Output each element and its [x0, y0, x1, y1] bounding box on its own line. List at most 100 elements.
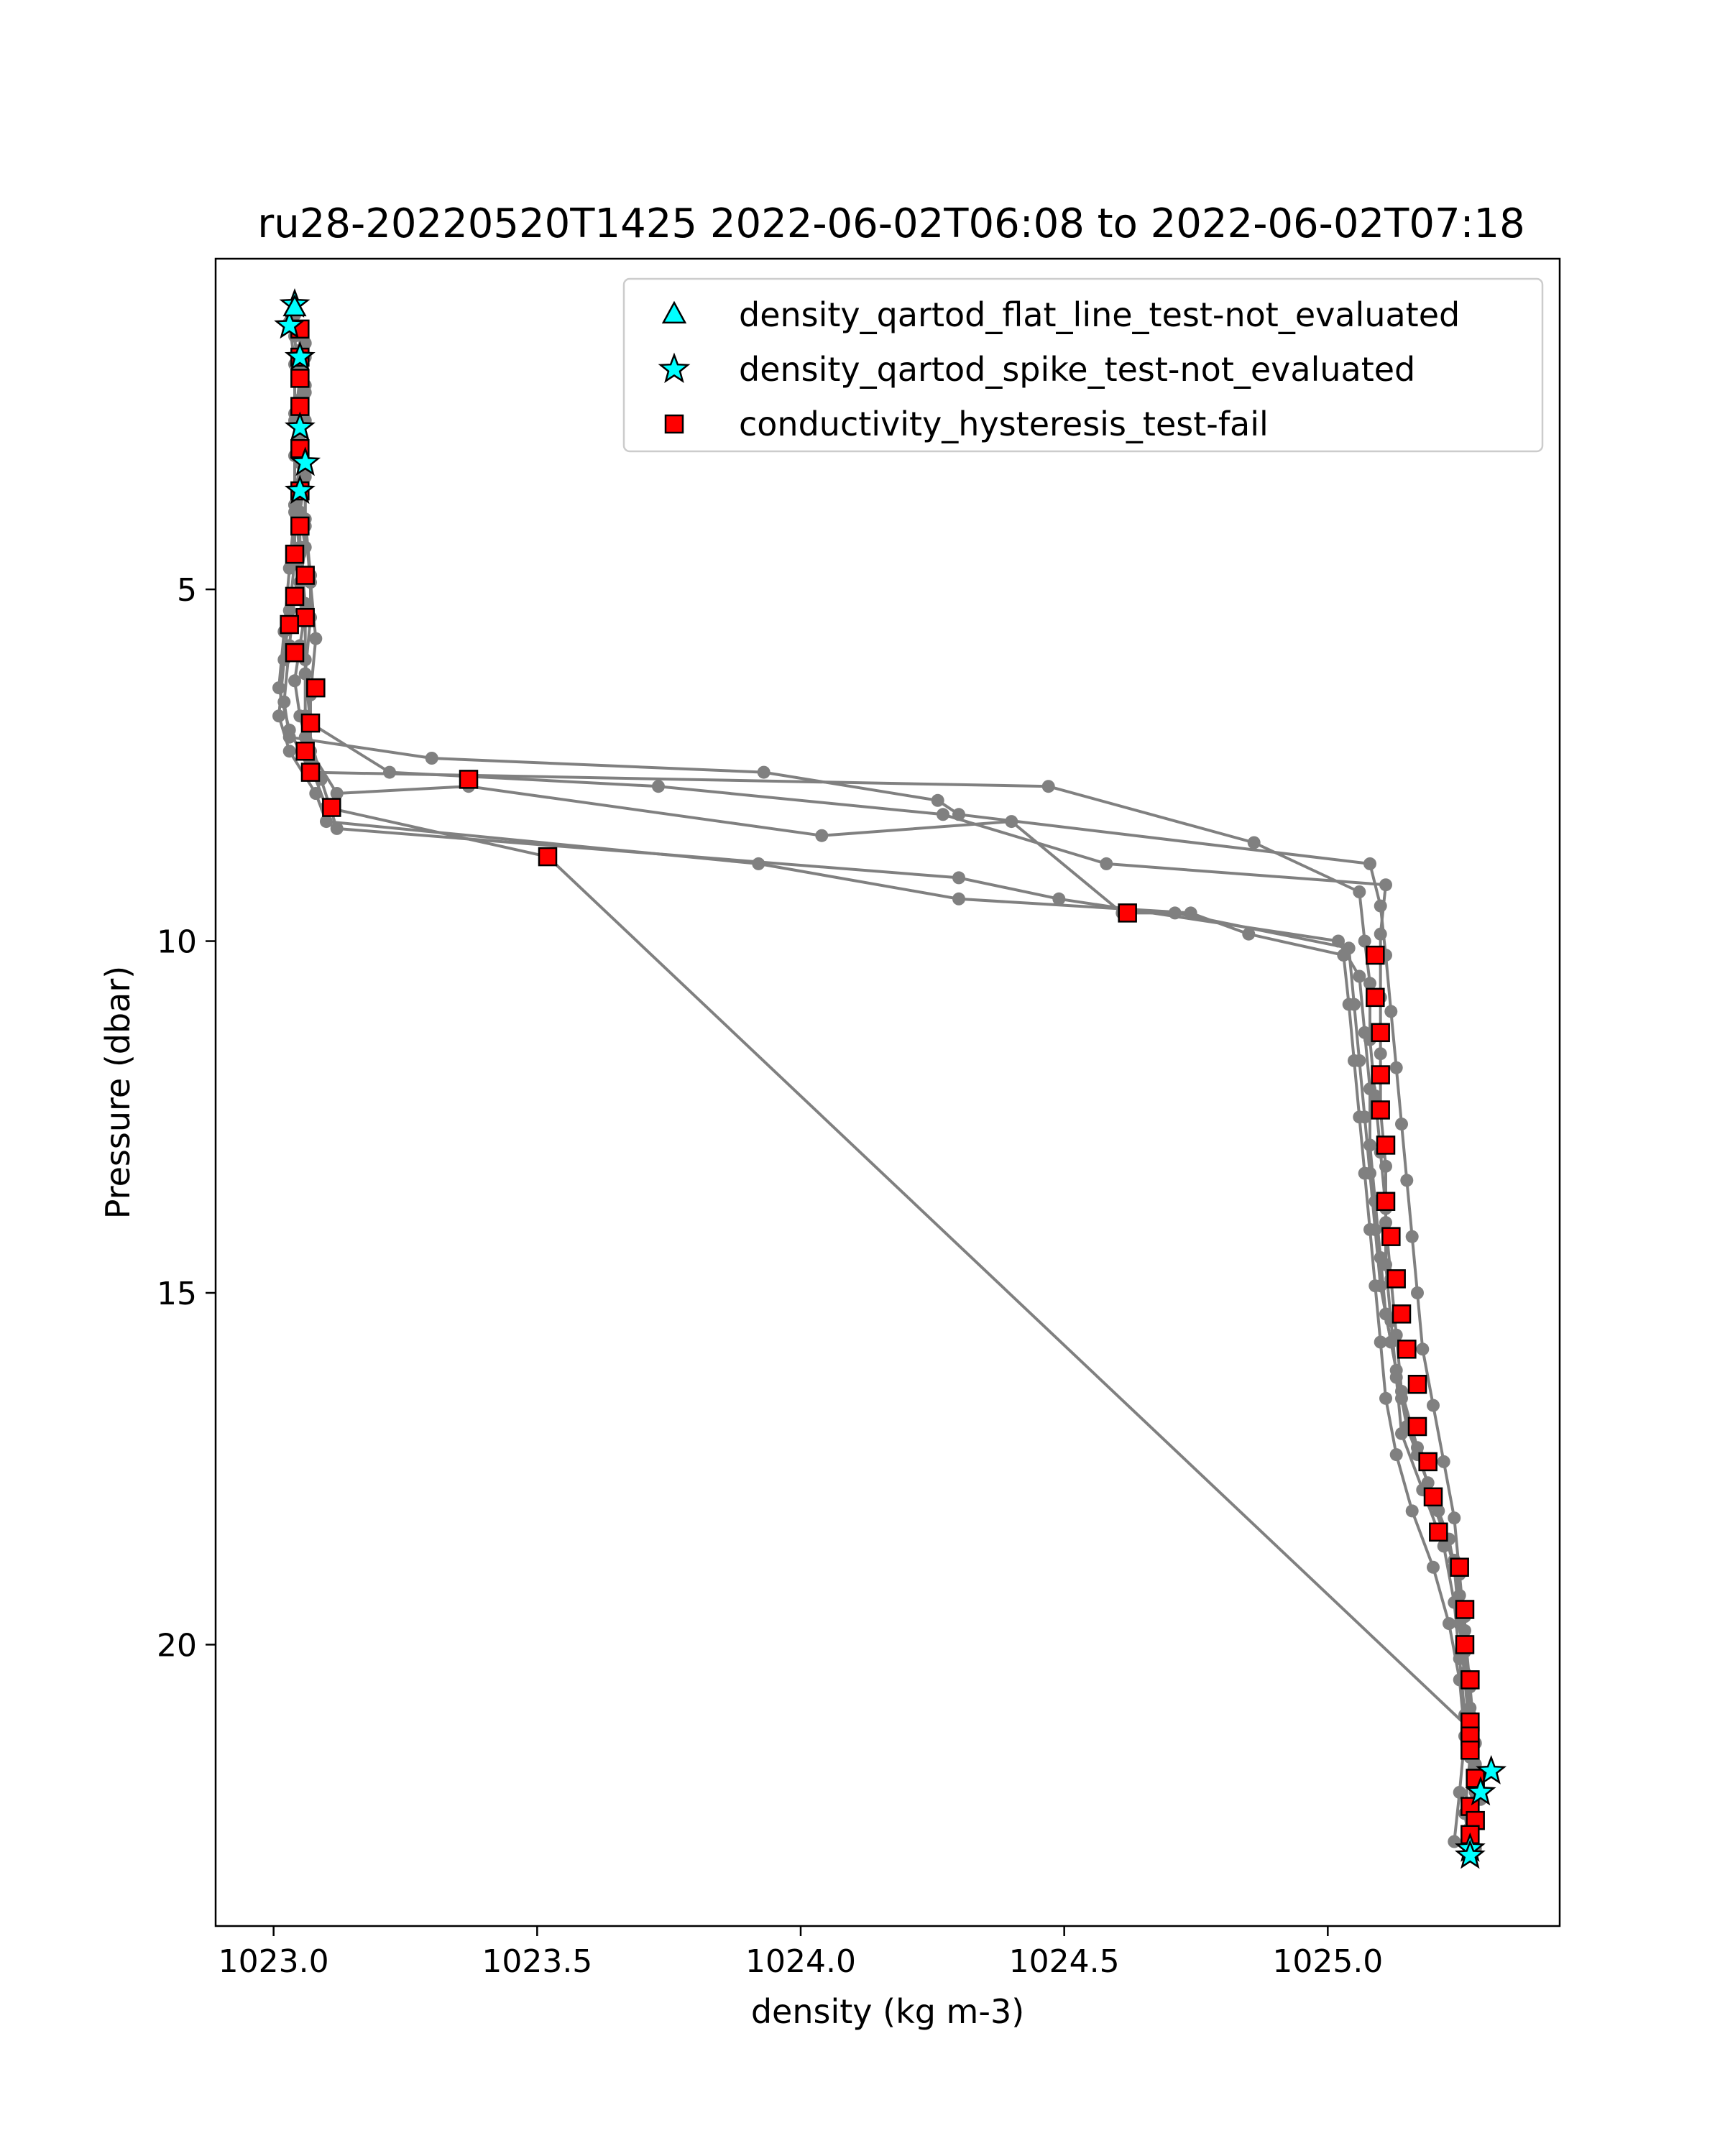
profile-point [952, 892, 965, 906]
star-marker [290, 446, 321, 476]
square-marker [295, 741, 315, 761]
profile-point [1358, 1026, 1371, 1039]
profile-point [1005, 815, 1018, 829]
square-marker [1429, 1522, 1448, 1542]
profile-point [282, 745, 296, 758]
square-marker [459, 770, 479, 789]
square-marker [1371, 1065, 1390, 1084]
profile-point [1448, 1511, 1461, 1525]
legend-entry: density_qartod_spike_test-not_evaluated [658, 350, 1415, 389]
series-triangle [282, 294, 307, 317]
profile-point [1358, 1110, 1371, 1124]
profile-point [1416, 1342, 1430, 1356]
profile-point [1374, 1047, 1387, 1061]
profile-point [1363, 1082, 1376, 1096]
profile-point [1400, 1174, 1414, 1187]
square-marker [295, 566, 315, 585]
profile-point [1363, 1138, 1376, 1152]
square-marker [1460, 1670, 1480, 1690]
square-marker [290, 516, 310, 536]
square-marker [1381, 1227, 1401, 1246]
square-marker [285, 544, 305, 564]
profile-point [1242, 927, 1256, 941]
square-marker [290, 397, 310, 416]
profile-point [383, 765, 396, 779]
square-marker [1371, 1023, 1390, 1043]
profile-point [1358, 934, 1371, 948]
profile-point [757, 765, 770, 779]
profile-point [1363, 977, 1376, 990]
square-marker [1376, 1192, 1396, 1211]
profile-point [1379, 1307, 1392, 1321]
profile-point [330, 821, 344, 835]
profile-point [1405, 1504, 1419, 1518]
square-marker [1376, 1135, 1396, 1155]
profile-point [1427, 1560, 1440, 1574]
y-tick-label: 15 [157, 1276, 197, 1312]
profile-point [1405, 1230, 1419, 1243]
square-marker [1423, 1487, 1443, 1507]
profile-point [1374, 1279, 1387, 1293]
square-marker [285, 642, 305, 663]
profile-point [1374, 1335, 1387, 1349]
legend-entry: conductivity_hysteresis_test-fail [664, 405, 1269, 443]
legend-triangle-icon [661, 300, 687, 324]
star-marker [284, 411, 316, 441]
square-marker [1386, 1269, 1406, 1289]
x-axis-label: density (kg m-3) [751, 1992, 1024, 2031]
profile-point [1463, 1701, 1477, 1715]
profile-point [330, 787, 344, 800]
square-marker [1392, 1304, 1412, 1324]
profile-point [937, 808, 949, 821]
profile-point [1353, 885, 1366, 898]
profile-point [752, 857, 765, 870]
profile-point [1332, 934, 1345, 948]
y-tick-label: 5 [177, 572, 197, 609]
legend-entry: density_qartod_flat_line_test-not_evalua… [661, 295, 1460, 334]
profile-point [1374, 1251, 1387, 1264]
profile-point [1437, 1455, 1450, 1468]
x-tick-label: 1023.5 [482, 1943, 592, 1980]
profile-point [1353, 1054, 1366, 1067]
profile-point [1389, 1061, 1403, 1074]
profile-point [272, 709, 285, 723]
star-marker [1465, 1776, 1496, 1806]
y-axis: 5 10 15 20 [157, 572, 216, 1664]
profile-point [1363, 857, 1376, 870]
star-marker [1454, 1839, 1486, 1869]
square-marker [1455, 1600, 1475, 1619]
profile-point [1443, 1617, 1455, 1631]
y-axis-label: Pressure (dbar) [98, 966, 137, 1219]
x-tick-label: 1023.0 [218, 1943, 329, 1980]
profile-point [1395, 1118, 1408, 1131]
profile-point [1247, 836, 1261, 849]
plot-area [272, 288, 1507, 1869]
square-marker [1455, 1635, 1475, 1654]
profile-point [652, 780, 665, 793]
x-tick-label: 1024.5 [1009, 1943, 1120, 1980]
y-tick-label: 10 [157, 924, 197, 961]
square-marker [1397, 1340, 1417, 1359]
profile-point [1389, 1363, 1403, 1377]
legend-label: density_qartod_flat_line_test-not_evalua… [739, 295, 1460, 334]
square-marker [1371, 1100, 1390, 1120]
x-tick-label: 1025.0 [1272, 1943, 1383, 1980]
square-marker [300, 713, 321, 733]
profile-point [288, 674, 301, 688]
square-marker [1450, 1557, 1469, 1577]
square-marker [1366, 945, 1385, 965]
y-tick-label: 20 [157, 1627, 197, 1664]
profile-point [1348, 998, 1361, 1011]
profile-point [320, 815, 333, 829]
square-marker [280, 614, 299, 635]
star-marker [284, 474, 316, 505]
profile-point [272, 681, 285, 695]
square-marker [295, 607, 315, 627]
star-marker [274, 309, 305, 339]
square-marker [1460, 1741, 1480, 1760]
profile-point [1427, 1399, 1440, 1412]
profile-point [282, 561, 296, 575]
profile-point [1363, 1166, 1376, 1180]
square-marker [1366, 987, 1385, 1008]
